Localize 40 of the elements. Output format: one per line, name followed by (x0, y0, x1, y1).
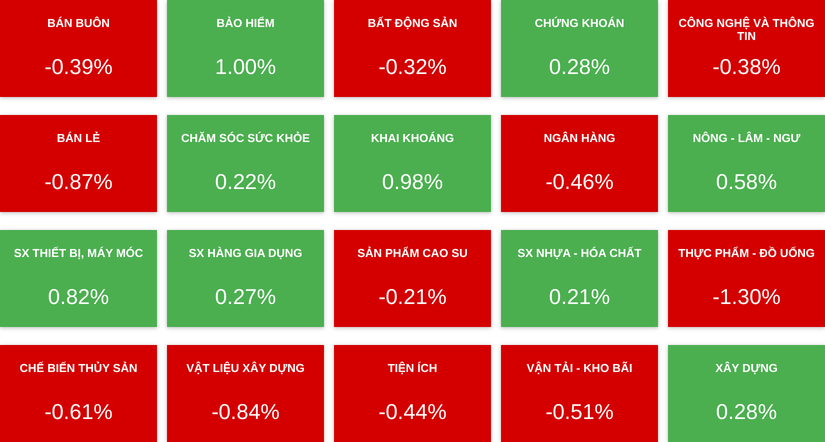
data-label: -0.39% (44, 55, 113, 79)
category-label: BẢO HIỂM (216, 16, 274, 30)
category-label: CHĂM SÓC SỨC KHỎE (181, 131, 310, 145)
data-label: -0.21% (378, 285, 447, 309)
category-label: SX THIẾT BỊ, MÁY MÓC (14, 246, 144, 260)
data-label: 0.21% (549, 285, 610, 309)
category-label: SẢN PHẨM CAO SU (357, 246, 468, 260)
category-label: BÁN LẺ (56, 131, 100, 145)
category-label: SX NHỰA - HÓA CHẤT (517, 246, 642, 260)
category-label: THỰC PHẨM - ĐỒ UỐNG (678, 246, 815, 260)
data-label: 1.00% (215, 55, 276, 79)
data-label: 0.82% (48, 285, 109, 309)
data-label: -0.32% (378, 55, 447, 79)
category-label: NGÂN HÀNG (544, 131, 616, 145)
category-label: NÔNG - LÂM - NGƯ (692, 131, 801, 145)
category-label: KHAI KHOÁNG (370, 131, 454, 145)
category-label: SX HÀNG GIA DỤNG (188, 246, 302, 260)
category-label: BẤT ĐỘNG SẢN (368, 16, 458, 30)
category-label: VẬN TẢI - KHO BÃI (526, 361, 632, 375)
category-label: CÔNG NGHỆ VÀ THÔNG TIN (678, 16, 814, 43)
category-label: XÂY DỰNG (715, 361, 778, 375)
data-label: 0.28% (549, 55, 610, 79)
category-label: CHẾ BIẾN THỦY SẢN (20, 361, 138, 375)
category-label: BÁN BUÔN (47, 16, 110, 30)
category-label: TIỆN ÍCH (388, 361, 438, 375)
data-label: 0.22% (215, 170, 276, 194)
data-label: -0.61% (44, 400, 113, 424)
category-label: VẬT LIỆU XÂY DỰNG (186, 361, 305, 375)
data-label: -1.30% (712, 285, 781, 309)
data-label: -0.51% (545, 400, 614, 424)
data-label: 0.28% (716, 400, 777, 424)
data-label: -0.46% (545, 170, 614, 194)
data-label: -0.84% (211, 400, 280, 424)
data-label: -0.87% (44, 170, 113, 194)
data-label: -0.38% (712, 55, 781, 79)
data-label: 0.27% (215, 285, 276, 309)
data-label: -0.44% (378, 400, 447, 424)
data-label: 0.98% (382, 170, 443, 194)
category-label: CHỨNG KHOÁN (534, 16, 624, 30)
data-label: 0.58% (716, 170, 777, 194)
